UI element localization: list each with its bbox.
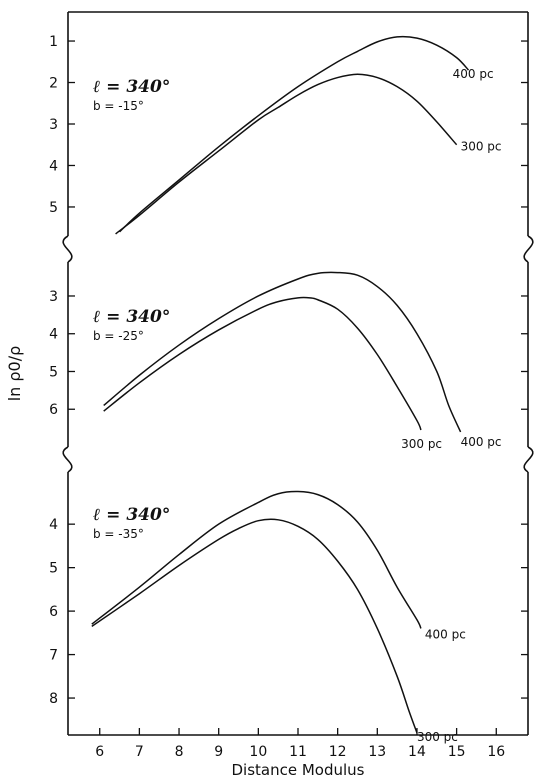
y-tick-label: 5 [49,200,58,216]
longitude-label: ℓ = 340° [93,307,170,327]
y-tick-label: 4 [49,158,58,174]
panel-2: 3 4 5 6 400 pc 300 pc ℓ = 340° b = -25° [49,271,528,451]
y-tick-label: 4 [49,327,58,343]
series-label: 400 pc [453,67,494,81]
latitude-label: b = -25° [93,329,144,343]
latitude-label: b = -35° [93,527,144,541]
x-tick-label: 12 [329,744,347,760]
axis-break-left-1 [62,446,73,473]
series-line-300-pc [115,73,458,235]
y-tick-label: 3 [49,289,58,305]
axis-break-right-0 [523,235,534,263]
y-tick-label: 5 [49,561,58,577]
series-line-400-pc [119,35,470,233]
x-tick-label: 11 [289,744,307,760]
y-tick-label: 6 [49,402,58,418]
y-tick-label: 8 [49,691,58,707]
series-line-300-pc [91,518,418,734]
y-axis-label: ln ρ0/ρ [5,346,24,402]
series-line-400-pc [91,490,422,629]
y-tick-label: 5 [49,364,58,380]
plot-frame [62,11,534,736]
series-label: 300 pc [417,730,458,744]
longitude-label: ℓ = 340° [93,77,170,97]
x-tick-label: 14 [408,744,426,760]
series-label: 300 pc [461,140,502,154]
x-tick-label: 8 [175,744,184,760]
y-tick-label: 3 [49,117,58,133]
series-line-300-pc [103,296,422,431]
panel-3: 4 5 6 7 8 400 pc 300 pc ℓ = 340° b = -35° [49,490,528,744]
panel-1: 1 2 3 4 5 400 pc 300 pc ℓ = 340° b = -15° [49,34,528,235]
x-tick-label: 7 [135,744,144,760]
panels: 1 2 3 4 5 400 pc 300 pc ℓ = 340° b = -15° 3 4 5 6 400… [49,34,528,744]
x-axis: 6 7 8 9 10 11 12 13 14 15 16 [95,728,505,760]
y-tick-label: 1 [49,34,58,50]
x-axis-label: Distance Modulus [232,761,365,779]
series-line-400-pc [103,271,462,433]
axis-break-right-1 [523,446,534,473]
longitude-label: ℓ = 340° [93,505,170,525]
x-tick-label: 13 [368,744,386,760]
y-tick-label: 2 [49,76,58,92]
series-label: 400 pc [461,435,502,449]
x-tick-label: 6 [95,744,104,760]
x-tick-label: 10 [249,744,267,760]
y-tick-label: 7 [49,648,58,664]
series-label: 400 pc [425,627,466,641]
y-tick-label: 4 [49,517,58,533]
y-tick-label: 6 [49,604,58,620]
latitude-label: b = -15° [93,99,144,113]
axis-break-left-0 [62,235,73,263]
x-tick-label: 9 [214,744,223,760]
series-label: 300 pc [401,437,442,451]
x-tick-label: 16 [487,744,505,760]
x-tick-label: 15 [448,744,466,760]
